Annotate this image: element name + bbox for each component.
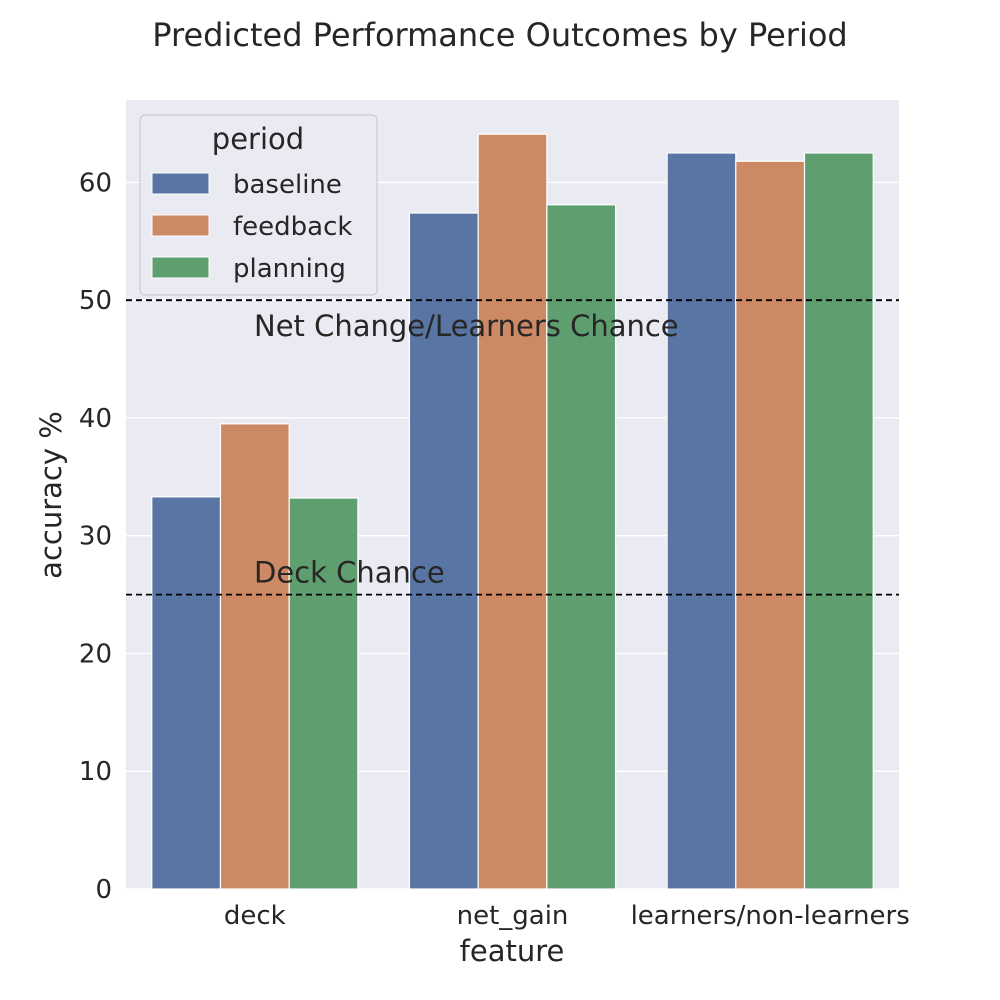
- x-tick-label: learners/non-learners: [631, 901, 910, 931]
- legend-label: feedback: [233, 212, 352, 242]
- x-tick-label: net_gain: [457, 901, 569, 931]
- legend-swatch-baseline: [151, 172, 210, 195]
- legend: period baseline feedback planning: [139, 114, 378, 296]
- legend-label: baseline: [233, 170, 342, 200]
- y-tick-label: 30: [79, 522, 112, 552]
- bar-baseline-0: [151, 496, 222, 890]
- bar-planning-1: [546, 204, 617, 890]
- bar-baseline-2: [666, 152, 737, 890]
- x-tick-label: deck: [224, 901, 286, 931]
- y-tick-label: 50: [79, 286, 112, 316]
- bar-feedback-0: [219, 423, 290, 890]
- legend-title: period: [212, 122, 304, 156]
- y-tick-label: 60: [79, 168, 112, 198]
- y-tick-label: 0: [95, 875, 112, 905]
- legend-label: planning: [233, 254, 346, 284]
- reference-line-label: Deck Chance: [254, 556, 445, 590]
- x-axis-label: feature: [460, 934, 565, 968]
- y-tick-label: 40: [79, 404, 112, 434]
- legend-swatch-planning: [151, 256, 210, 279]
- y-tick-label: 20: [79, 639, 112, 669]
- bar-planning-2: [803, 152, 874, 890]
- y-axis-label: accuracy %: [34, 411, 68, 579]
- reference-line-label: Net Change/Learners Chance: [254, 309, 679, 343]
- y-tick-label: 10: [79, 757, 112, 787]
- bar-feedback-1: [477, 133, 548, 890]
- legend-box: [139, 114, 378, 296]
- bar-planning-0: [288, 497, 359, 890]
- legend-swatch-feedback: [151, 214, 210, 237]
- chart-title: Predicted Performance Outcomes by Period: [152, 16, 847, 54]
- bar-feedback-2: [735, 160, 806, 890]
